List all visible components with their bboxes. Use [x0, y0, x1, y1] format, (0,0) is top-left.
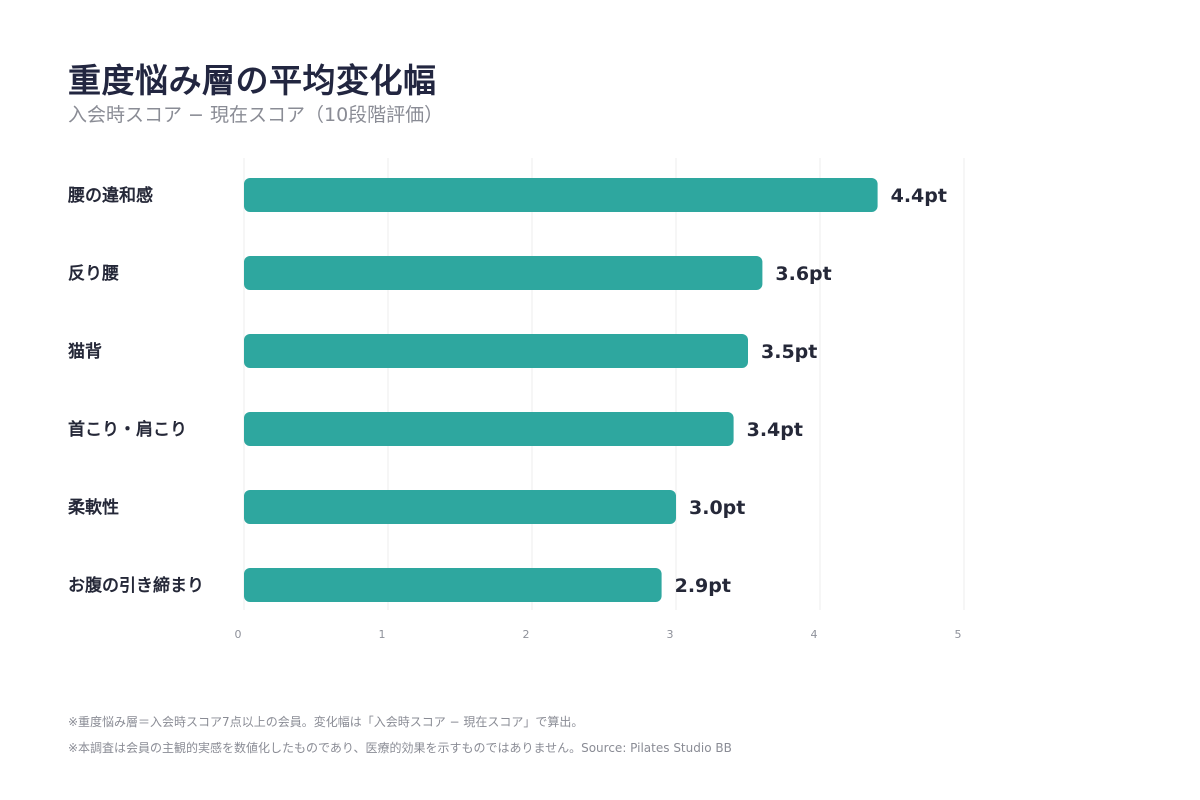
value-label: 3.5pt [761, 341, 817, 363]
bar [244, 334, 748, 368]
footnote-source: ※本調査は会員の主観的実感を数値化したものであり、医療的効果を示すものではありま… [68, 741, 732, 755]
value-label: 3.4pt [747, 419, 803, 441]
x-tick-label: 0 [235, 628, 242, 641]
value-label: 4.4pt [891, 185, 947, 207]
value-label: 3.6pt [775, 263, 831, 285]
category-label: 猫背 [68, 341, 102, 362]
bars [244, 178, 878, 602]
bar [244, 178, 878, 212]
chart-subtitle: 入会時スコア − 現在スコア（10段階評価） [68, 104, 444, 126]
x-tick-label: 1 [379, 628, 386, 641]
value-label: 2.9pt [675, 575, 731, 597]
bar [244, 256, 763, 290]
x-tick-label: 5 [955, 628, 962, 641]
x-tick-label: 4 [811, 628, 818, 641]
value-label: 3.0pt [689, 497, 745, 519]
category-label: 反り腰 [68, 264, 119, 284]
x-tick-label: 2 [523, 628, 530, 641]
category-label: お腹の引き締まり [68, 575, 204, 596]
footnote-definition: ※重度悩み層＝入会時スコア7点以上の会員。変化幅は「入会時スコア − 現在スコア… [68, 715, 584, 729]
x-axis-ticks: 0 1 2 3 4 5 [235, 628, 962, 641]
bar [244, 412, 734, 446]
value-labels: 4.4pt 3.6pt 3.5pt 3.4pt 3.0pt 2.9pt [675, 185, 947, 597]
footnotes: ※重度悩み層＝入会時スコア7点以上の会員。変化幅は「入会時スコア − 現在スコア… [68, 716, 732, 768]
category-label: 首こり・肩こり [68, 419, 187, 440]
gridlines [243, 158, 965, 610]
bar [244, 568, 662, 602]
chart-title: 重度悩み層の平均変化幅 [68, 61, 437, 100]
bar [244, 490, 676, 524]
category-label: 腰の違和感 [68, 185, 153, 206]
category-label: 柔軟性 [68, 497, 119, 518]
x-tick-label: 3 [667, 628, 674, 641]
